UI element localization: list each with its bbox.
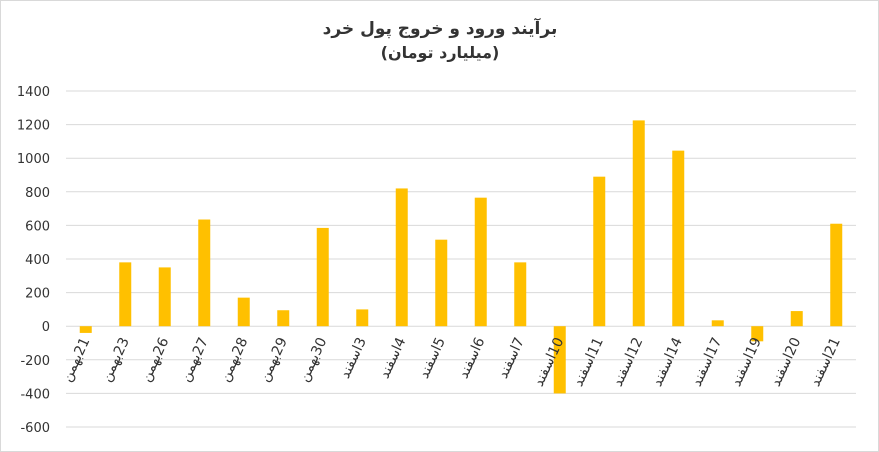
bar	[435, 239, 448, 327]
y-tick-label: 1400	[17, 85, 50, 100]
bar	[356, 309, 369, 327]
bar	[158, 267, 171, 327]
bar	[830, 223, 843, 327]
y-tick-label: 200	[25, 287, 50, 302]
y-tick-label: -200	[20, 354, 50, 369]
bar	[474, 197, 487, 327]
bar	[514, 262, 527, 327]
bar	[711, 320, 724, 327]
y-tick-label: 0	[42, 320, 50, 335]
bar	[553, 326, 566, 394]
bar	[751, 326, 764, 342]
y-tick-label: -600	[20, 421, 50, 436]
chart-title: برآیند ورود و خروج پول خرد	[323, 17, 558, 39]
bar	[198, 219, 211, 327]
chart-subtitle: (میلیارد تومان)	[381, 43, 500, 62]
bar	[79, 326, 92, 333]
bar	[593, 176, 606, 327]
y-tick-label: 800	[25, 186, 50, 201]
bar	[395, 188, 408, 327]
bar	[237, 297, 250, 327]
y-tick-label: 600	[25, 219, 50, 234]
bar	[316, 227, 329, 327]
bar	[632, 120, 645, 327]
bar	[277, 310, 290, 327]
y-tick-label: 400	[25, 253, 50, 268]
y-tick-label: -400	[20, 387, 50, 402]
y-tick-label: 1000	[17, 152, 50, 167]
y-tick-label: 1200	[17, 119, 50, 134]
bar	[790, 311, 803, 327]
bar	[119, 262, 132, 327]
bar	[672, 150, 685, 327]
